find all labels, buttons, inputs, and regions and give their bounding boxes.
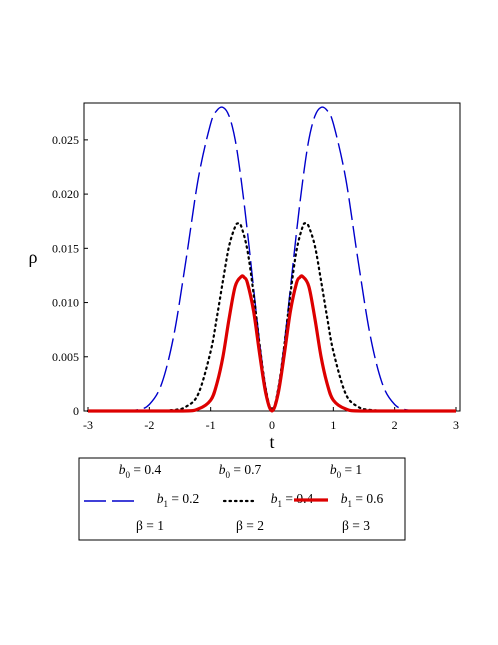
x-tick-label: 2 — [392, 418, 398, 432]
legend-entry: b0 = 0.7 — [219, 462, 262, 480]
y-tick-label: 0.015 — [52, 241, 79, 255]
series-line-1 — [87, 106, 456, 412]
legend-box — [78, 457, 406, 541]
legend-value: = 0.6 — [352, 491, 383, 506]
y-tick-label: 0.025 — [52, 133, 79, 147]
legend-entry: b0 = 1 — [330, 462, 362, 480]
legend-var: b — [330, 462, 337, 477]
plot-frame — [83, 102, 461, 412]
legend-subscript: 0 — [337, 470, 342, 480]
y-tick-label: 0.005 — [52, 350, 79, 364]
legend-var: b — [119, 462, 126, 477]
x-tick-label: -1 — [206, 418, 216, 432]
legend-value: = 0.7 — [230, 462, 261, 477]
legend-var: b — [341, 491, 348, 506]
legend-subscript: 1 — [278, 499, 283, 509]
legend-var: b — [271, 491, 278, 506]
y-tick-label: 0 — [73, 404, 79, 418]
legend-entry: b0 = 0.4 — [119, 462, 162, 480]
y-axis-label: ρ — [29, 247, 38, 267]
legend-value: = 0.2 — [168, 491, 199, 506]
legend-entry: β = 1 — [136, 518, 164, 533]
ticks: -3 -2 -1 0 1 2 3 0 0.005 0.010 0.015 0.020 0.025 — [52, 133, 459, 432]
x-tick-label: -2 — [144, 418, 154, 432]
series-line-2 — [86, 222, 458, 413]
legend-value: β = 2 — [236, 518, 264, 533]
x-tick-label: -3 — [83, 418, 93, 432]
legend-value: β = 3 — [342, 518, 370, 533]
legend-entry: b1 = 0.2 — [157, 491, 200, 509]
legend-var: b — [219, 462, 226, 477]
legend-subscript: 1 — [164, 499, 169, 509]
y-tick-label: 0.010 — [52, 296, 79, 310]
x-axis-label: t — [269, 432, 274, 452]
x-tick-label: 3 — [453, 418, 459, 432]
legend-entry: β = 3 — [342, 518, 370, 533]
legend-entry: b1 = 0.6 — [341, 491, 384, 509]
legend-subscript: 0 — [126, 470, 131, 480]
legend-entry: β = 2 — [236, 518, 264, 533]
legend: b0 = 0.4 b0 = 0.7 b0 = 1b1 = 0.2 b1 = 0.4 b1… — [78, 457, 406, 541]
legend-value: β = 1 — [136, 518, 164, 533]
legend-value: = 1 — [341, 462, 362, 477]
x-tick-label: 0 — [269, 418, 275, 432]
x-tick-label: 1 — [330, 418, 336, 432]
legend-value: = 0.4 — [130, 462, 161, 477]
legend-subscript: 0 — [226, 470, 231, 480]
series-layer — [86, 106, 458, 413]
legend-subscript: 1 — [348, 499, 353, 509]
legend-var: b — [157, 491, 164, 506]
y-tick-label: 0.020 — [52, 187, 79, 201]
series-line-3 — [87, 274, 456, 413]
